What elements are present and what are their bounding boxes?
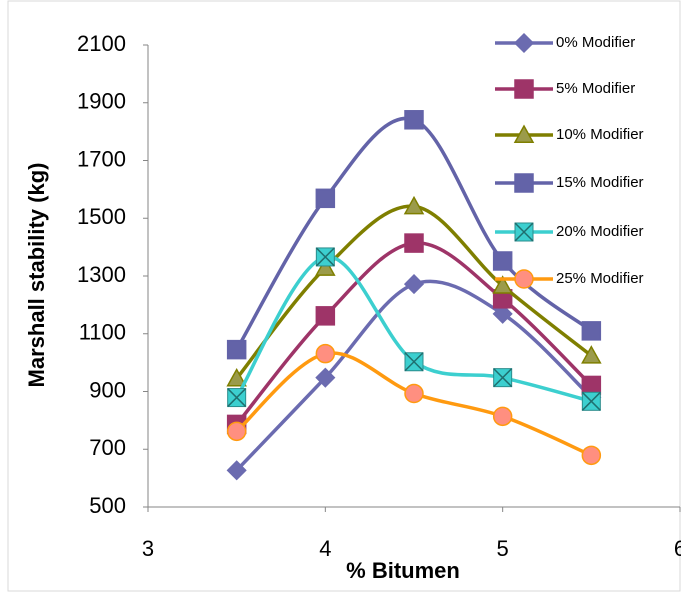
marker: [581, 345, 602, 364]
marker: [403, 274, 425, 295]
marker: [581, 375, 602, 396]
y-tick-label: 1300: [77, 262, 126, 287]
chart-frame: [7, 0, 681, 592]
legend-entry: 0% Modifier: [495, 32, 635, 54]
marker: [226, 367, 247, 387]
marker-cross: [227, 388, 247, 408]
marker: [226, 421, 247, 442]
marker: [227, 388, 247, 408]
marker: [315, 257, 336, 276]
marker-cross: [514, 222, 534, 242]
marker: [514, 173, 534, 193]
x-axis-label: % Bitumen: [346, 558, 460, 583]
marker: [492, 406, 513, 427]
y-tick-label: 500: [89, 493, 126, 518]
y-tick-label: 1900: [77, 89, 126, 114]
x-tick-label: 6: [674, 536, 681, 561]
legend-label: 5% Modifier: [556, 80, 635, 97]
marker-cross: [315, 247, 335, 267]
legend-entry: 15% Modifier: [495, 173, 644, 193]
marker: [315, 367, 336, 388]
marker: [315, 188, 336, 209]
marker: [492, 275, 513, 294]
marker: [514, 222, 534, 242]
marker: [315, 247, 335, 267]
x-tick-label: 5: [497, 536, 509, 561]
x-tick-label: 4: [319, 536, 331, 561]
marker: [403, 195, 425, 215]
marker: [315, 343, 336, 364]
marker: [404, 233, 424, 253]
legend-entry: 10% Modifier: [495, 124, 644, 143]
series-line: [235, 255, 592, 404]
marker: [404, 383, 424, 404]
y-tick-label: 1100: [79, 320, 126, 345]
marker: [514, 79, 534, 99]
marker: [513, 124, 535, 143]
marker: [404, 352, 424, 372]
legend-label: 15% Modifier: [556, 174, 644, 191]
marker: [514, 269, 534, 289]
marker: [492, 303, 513, 324]
marker: [581, 391, 601, 411]
marker: [493, 368, 513, 388]
y-axis-label: Marshall stability (kg): [24, 163, 49, 388]
y-tick-label: 900: [89, 377, 126, 402]
y-tick-label: 700: [89, 435, 126, 460]
marker: [581, 321, 602, 341]
legend-label: 10% Modifier: [556, 126, 644, 143]
marker: [226, 339, 247, 360]
y-tick-label: 2100: [77, 31, 126, 56]
y-tick-label: 1700: [77, 146, 126, 171]
legend-entry: 20% Modifier: [495, 222, 644, 242]
marker-cross: [404, 352, 424, 372]
legend-label: 0% Modifier: [556, 34, 635, 51]
marker-cross: [581, 391, 601, 411]
marker: [581, 445, 602, 466]
legend-entry: 5% Modifier: [495, 79, 635, 99]
legend-label: 25% Modifier: [556, 270, 644, 287]
x-tick-label: 3: [142, 536, 154, 561]
marker: [513, 32, 535, 54]
marker: [315, 306, 336, 326]
legend-label: 20% Modifier: [556, 223, 644, 240]
y-tick-label: 1500: [77, 204, 126, 229]
marker: [226, 460, 247, 481]
marker: [404, 110, 424, 130]
legend-entry: 25% Modifier: [495, 269, 644, 289]
marker: [492, 251, 513, 271]
marker-cross: [493, 368, 513, 388]
